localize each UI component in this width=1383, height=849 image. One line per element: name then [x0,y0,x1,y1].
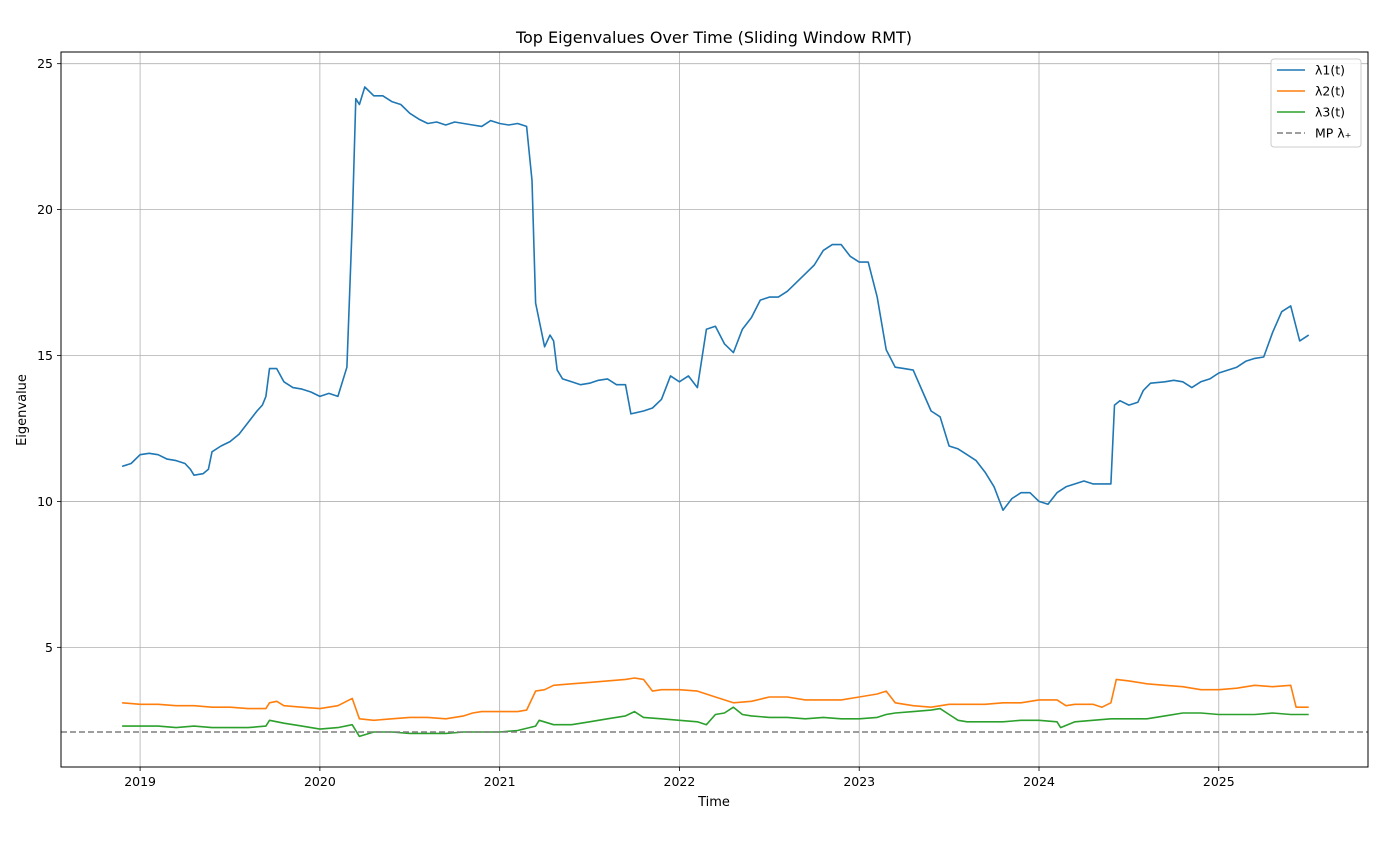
y-axis-ticks: 5 10 15 20 25 [37,56,61,655]
x-tick-label: 2021 [484,774,516,789]
grid-lines [61,52,1368,767]
x-tick-label: 2019 [124,774,156,789]
y-tick-label: 15 [37,348,53,363]
legend-box [1270,58,1362,148]
chart-title: Top Eigenvalues Over Time (Sliding Windo… [515,28,912,47]
series-line-1 [121,86,1310,512]
legend: λ1(t) λ2(t) λ3(t) MP λ₊ [1270,58,1362,148]
y-tick-label: 25 [37,56,53,71]
x-tick-label: 2022 [664,774,696,789]
y-tick-label: 5 [45,640,53,655]
series-lines [61,86,1368,738]
x-tick-label: 2023 [843,774,875,789]
series-line-2 [122,677,1309,722]
legend-label-3: λ3(t) [1315,105,1345,120]
y-tick-label: 10 [37,494,53,509]
x-tick-label: 2024 [1023,774,1055,789]
legend-label-1: λ1(t) [1315,63,1345,78]
legend-label-4: MP λ₊ [1315,126,1351,141]
x-tick-label: 2025 [1203,774,1235,789]
x-axis-label: Time [697,795,730,810]
series-line-3 [122,706,1309,738]
plot-frame [60,51,1369,768]
x-tick-label: 2020 [304,774,336,789]
y-tick-label: 20 [37,202,53,217]
y-axis-label: Eigenvalue [15,374,30,446]
legend-label-2: λ2(t) [1315,84,1345,99]
x-axis-ticks: 2019 2020 2021 2022 2023 2024 2025 [124,767,1235,789]
